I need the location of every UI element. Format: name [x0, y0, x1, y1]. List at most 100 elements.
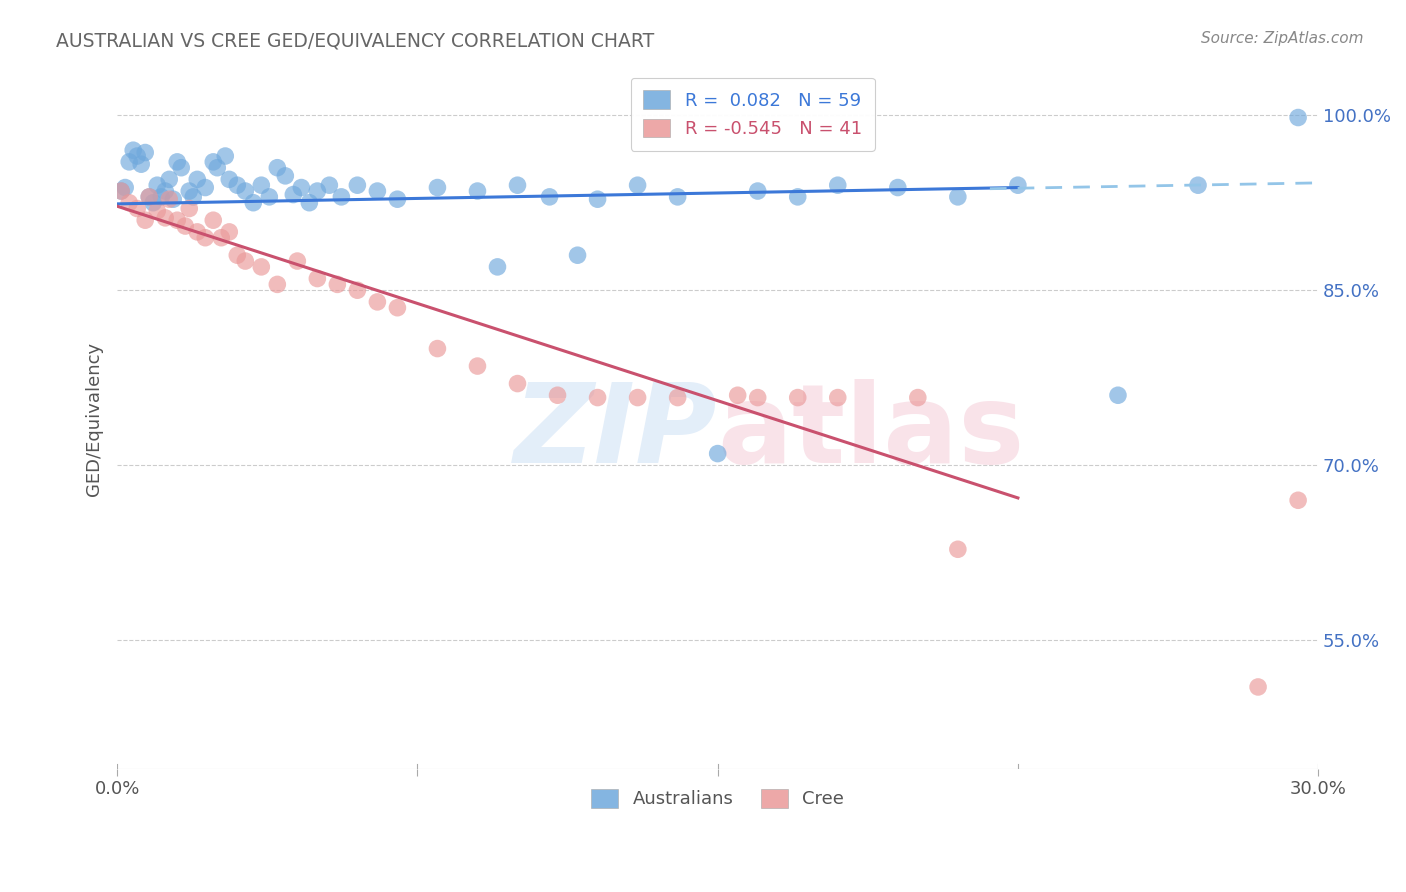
- Point: [155, 211, 177, 225]
- Point: [194, 230, 217, 244]
- Point: [266, 161, 288, 175]
- Point: [506, 376, 529, 391]
- Point: [110, 184, 132, 198]
- Point: [170, 161, 193, 175]
- Point: [1007, 178, 1029, 193]
- Point: [157, 172, 180, 186]
- Point: [118, 195, 141, 210]
- Point: [626, 178, 648, 193]
- Point: [366, 184, 388, 198]
- Point: [127, 149, 149, 163]
- Y-axis label: GED/Equivalency: GED/Equivalency: [86, 342, 103, 496]
- Point: [259, 190, 281, 204]
- Point: [298, 195, 321, 210]
- Point: [207, 161, 229, 175]
- Point: [547, 388, 569, 402]
- Point: [122, 143, 145, 157]
- Point: [218, 225, 240, 239]
- Point: [283, 187, 305, 202]
- Point: [786, 190, 808, 204]
- Point: [226, 178, 249, 193]
- Point: [179, 184, 201, 198]
- Point: [426, 342, 449, 356]
- Point: [250, 260, 273, 274]
- Point: [827, 391, 849, 405]
- Point: [118, 154, 141, 169]
- Point: [266, 277, 288, 292]
- Point: [290, 180, 312, 194]
- Text: atlas: atlas: [717, 379, 1025, 486]
- Point: [202, 154, 225, 169]
- Point: [250, 178, 273, 193]
- Point: [706, 447, 728, 461]
- Point: [138, 190, 160, 204]
- Point: [1107, 388, 1129, 402]
- Point: [666, 190, 689, 204]
- Point: [179, 202, 201, 216]
- Point: [226, 248, 249, 262]
- Text: Source: ZipAtlas.com: Source: ZipAtlas.com: [1201, 31, 1364, 46]
- Point: [1286, 111, 1309, 125]
- Point: [486, 260, 509, 274]
- Point: [142, 195, 165, 210]
- Point: [467, 359, 489, 373]
- Point: [387, 301, 409, 315]
- Text: AUSTRALIAN VS CREE GED/EQUIVALENCY CORRELATION CHART: AUSTRALIAN VS CREE GED/EQUIVALENCY CORRE…: [56, 31, 654, 50]
- Point: [330, 190, 353, 204]
- Point: [174, 219, 197, 233]
- Point: [166, 154, 188, 169]
- Point: [186, 225, 208, 239]
- Point: [467, 184, 489, 198]
- Point: [727, 388, 749, 402]
- Point: [138, 190, 160, 204]
- Point: [129, 157, 152, 171]
- Point: [426, 180, 449, 194]
- Point: [233, 254, 256, 268]
- Point: [114, 180, 136, 194]
- Point: [827, 178, 849, 193]
- Point: [150, 190, 173, 204]
- Point: [1247, 680, 1270, 694]
- Point: [127, 202, 149, 216]
- Point: [346, 283, 368, 297]
- Point: [946, 190, 969, 204]
- Point: [155, 184, 177, 198]
- Point: [887, 180, 910, 194]
- Point: [586, 192, 609, 206]
- Point: [202, 213, 225, 227]
- Point: [747, 391, 769, 405]
- Point: [146, 178, 169, 193]
- Point: [326, 277, 349, 292]
- Point: [626, 391, 648, 405]
- Point: [209, 230, 232, 244]
- Point: [946, 542, 969, 557]
- Point: [1286, 493, 1309, 508]
- Legend: Australians, Cree: Australians, Cree: [583, 781, 851, 815]
- Text: ZIP: ZIP: [515, 379, 717, 486]
- Point: [274, 169, 297, 183]
- Point: [666, 391, 689, 405]
- Point: [162, 192, 184, 206]
- Point: [318, 178, 340, 193]
- Point: [181, 190, 204, 204]
- Point: [157, 192, 180, 206]
- Point: [134, 145, 156, 160]
- Point: [194, 180, 217, 194]
- Point: [786, 391, 808, 405]
- Point: [506, 178, 529, 193]
- Point: [907, 391, 929, 405]
- Point: [214, 149, 236, 163]
- Point: [307, 184, 329, 198]
- Point: [146, 203, 169, 218]
- Point: [387, 192, 409, 206]
- Point: [186, 172, 208, 186]
- Point: [366, 294, 388, 309]
- Point: [242, 195, 264, 210]
- Point: [233, 184, 256, 198]
- Point: [285, 254, 308, 268]
- Point: [538, 190, 561, 204]
- Point: [346, 178, 368, 193]
- Point: [166, 213, 188, 227]
- Point: [218, 172, 240, 186]
- Point: [747, 184, 769, 198]
